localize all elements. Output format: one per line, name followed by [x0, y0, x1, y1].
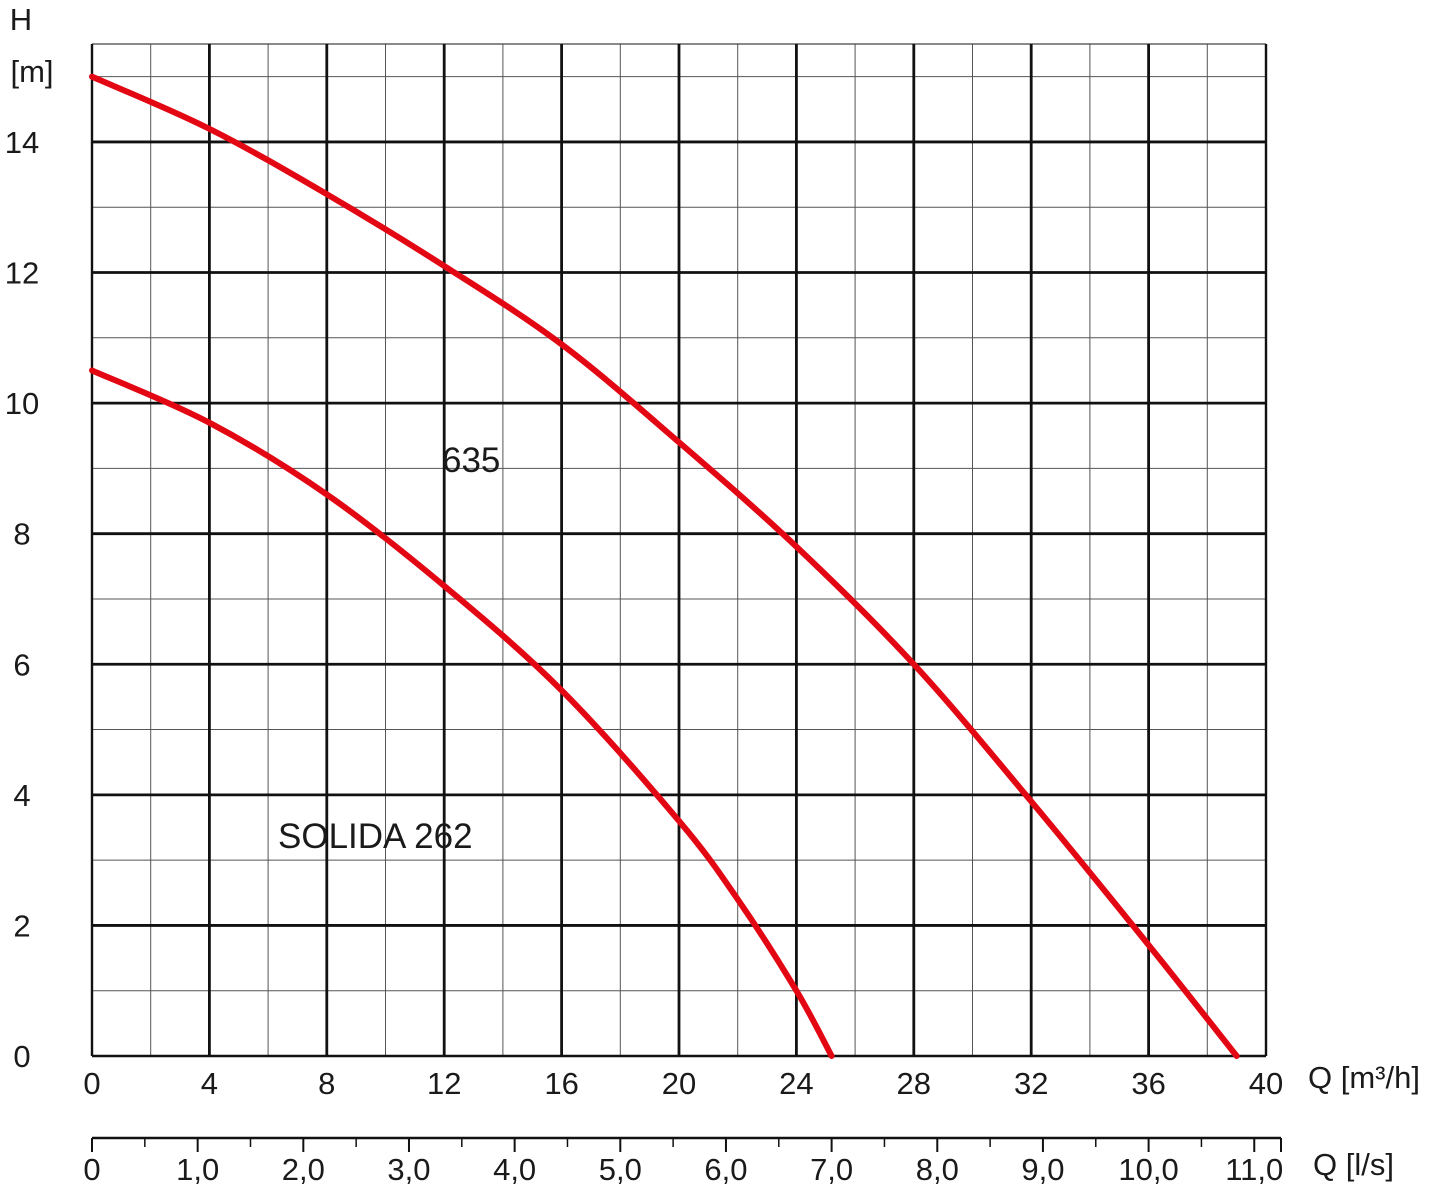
y-tick-label: 10	[5, 386, 39, 421]
series-label-635: 635	[442, 441, 500, 480]
y-tick-label: 2	[13, 908, 30, 943]
x-tick-label: 20	[662, 1066, 696, 1101]
series-line-solida-262	[89, 367, 835, 1059]
x2-axis-label: Q [l/s]	[1313, 1147, 1394, 1182]
x-axis-label: Q [m³/h]	[1308, 1060, 1420, 1095]
x-tick-label: 4	[201, 1066, 218, 1101]
y-tick-label: 12	[5, 256, 39, 291]
x-tick-label: 8	[318, 1066, 335, 1101]
x-tick-label: 24	[779, 1066, 813, 1101]
x2-tick-label: 7,0	[810, 1152, 853, 1187]
x-tick-label: 36	[1131, 1066, 1165, 1101]
series-layer	[89, 73, 1240, 1059]
x-tick-label: 16	[544, 1066, 578, 1101]
x2-tick-label: 8,0	[916, 1152, 959, 1187]
x2-tick-label: 6,0	[704, 1152, 747, 1187]
series-label-solida-262: SOLIDA 262	[278, 817, 473, 856]
x2-tick-label: 4,0	[493, 1152, 536, 1187]
grid-major	[90, 44, 1268, 1058]
y-tick-label: 8	[13, 517, 30, 552]
x2-tick-label: 1,0	[176, 1152, 219, 1187]
x-tick-label: 28	[897, 1066, 931, 1101]
x2-tick-label: 5,0	[599, 1152, 642, 1187]
flow-ls-axis: 0 1,0 2,0 3,0 4,0 5,0 6,0 7,0 8,0 9,0 10,0 11,0	[83, 1136, 1283, 1187]
series-line-635	[89, 73, 1240, 1059]
x2-tick-label: 9,0	[1021, 1152, 1064, 1187]
x2-tick-label: 3,0	[387, 1152, 430, 1187]
x2-tick-label: 11,0	[1225, 1152, 1283, 1187]
y-tick-label: 14	[5, 125, 39, 160]
x-tick-label: 12	[427, 1066, 461, 1101]
x2-tick-label: 2,0	[282, 1152, 325, 1187]
x-tick-label: 32	[1014, 1066, 1048, 1101]
y-axis-label: H	[10, 2, 32, 37]
x2-tick-label: 0	[83, 1152, 100, 1187]
x2-tick-label: 10,0	[1118, 1152, 1178, 1187]
y-tick-label: 6	[13, 647, 30, 682]
x-tick-label: 40	[1249, 1066, 1283, 1101]
y-tick-label: 0	[13, 1039, 30, 1074]
x-tick-label: 0	[83, 1066, 100, 1101]
y-tick-label: 4	[13, 778, 30, 813]
y-axis-unit: [m]	[10, 54, 53, 89]
